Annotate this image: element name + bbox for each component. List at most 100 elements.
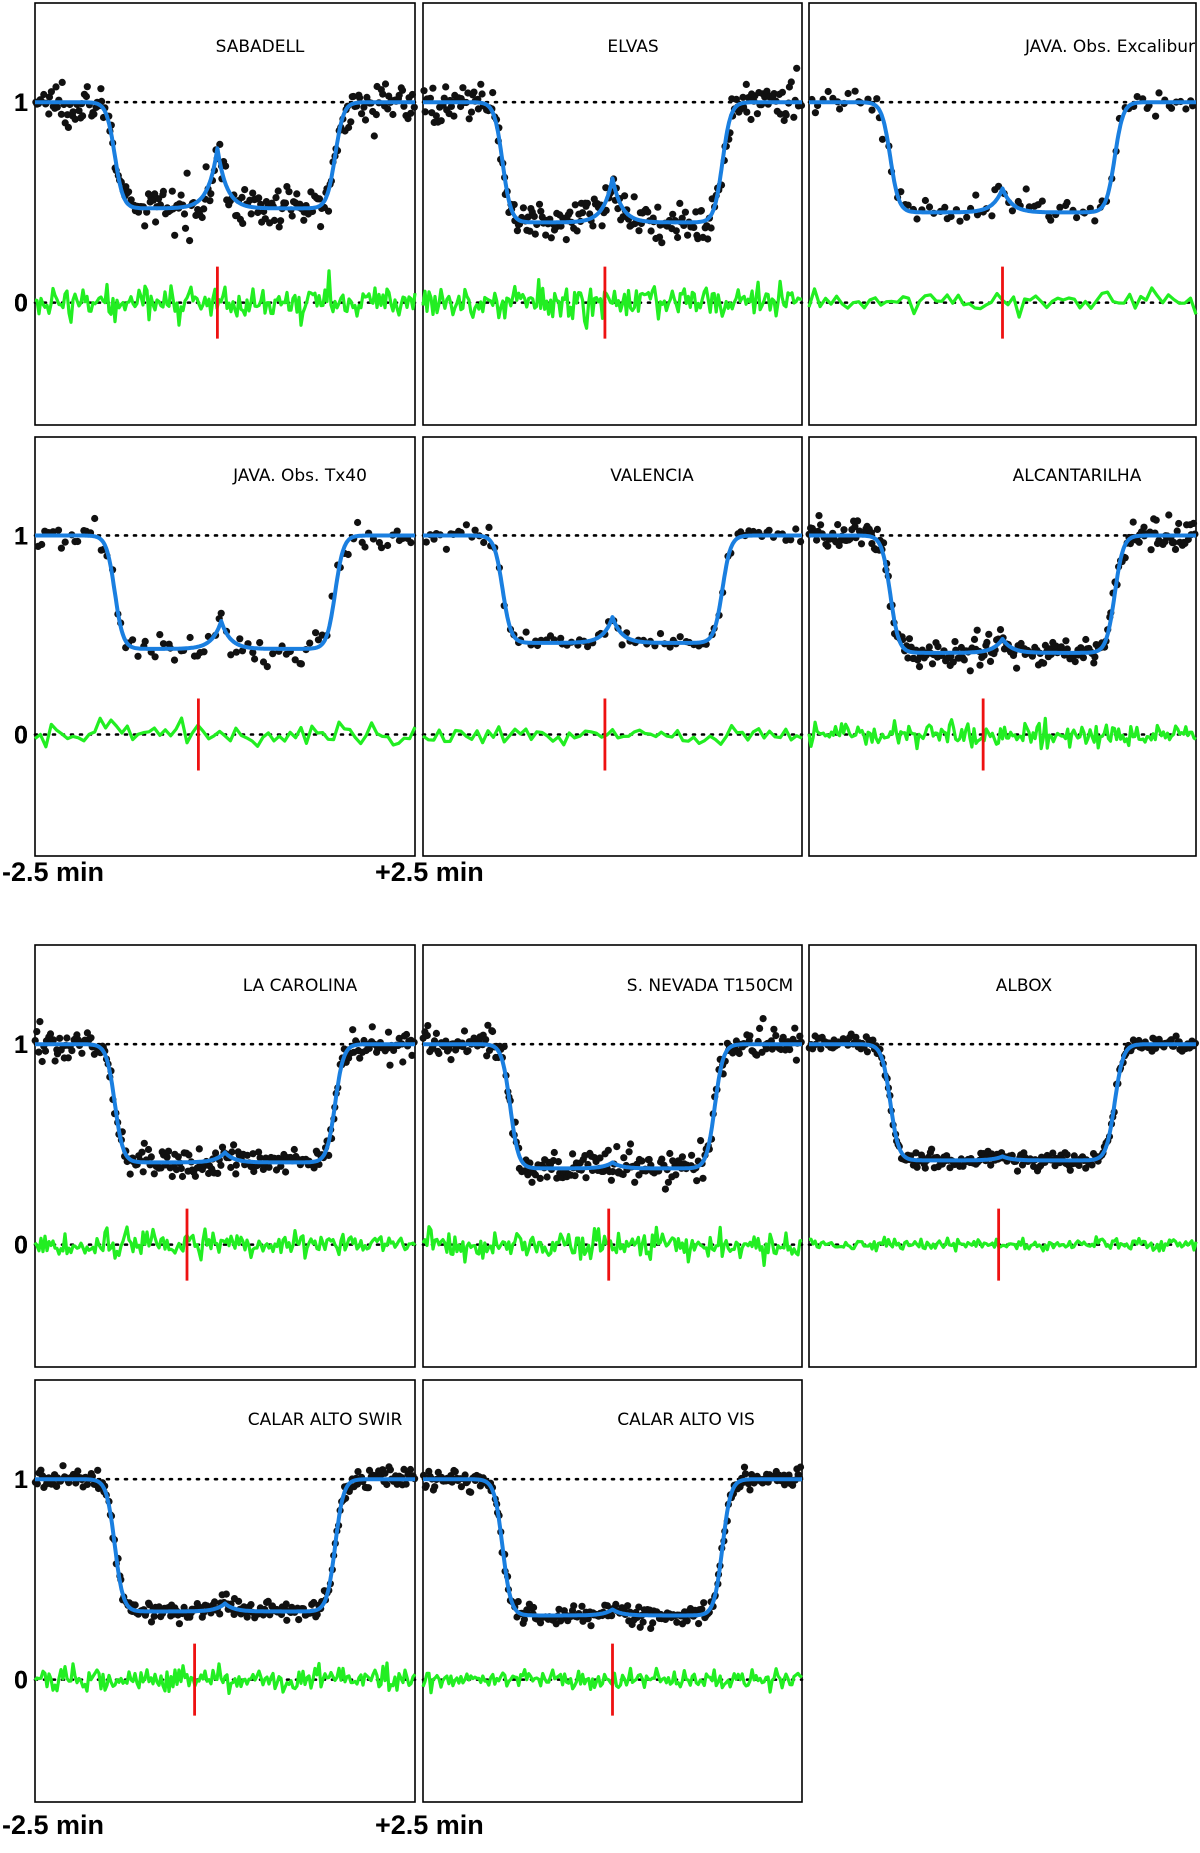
- data-point: [740, 1463, 749, 1471]
- data-point: [763, 87, 771, 95]
- data-point: [824, 542, 832, 550]
- residuals-line: [33, 1661, 417, 1695]
- data-point: [35, 1048, 43, 1056]
- data-point: [241, 186, 249, 194]
- light-curve-panel: 1 0 VALENCIA: [14, 436, 805, 857]
- data-point: [349, 1026, 357, 1034]
- data-point: [131, 1601, 139, 1609]
- data-point: [191, 1172, 199, 1180]
- data-point: [1040, 659, 1048, 667]
- data-point: [988, 212, 996, 220]
- data-point: [270, 216, 278, 224]
- data-point: [183, 169, 191, 177]
- data-point: [151, 190, 159, 198]
- data-point: [647, 227, 655, 235]
- data-point: [51, 1057, 59, 1065]
- data-point: [272, 194, 280, 202]
- data-point: [1133, 93, 1141, 101]
- data-point: [265, 1163, 273, 1171]
- data-point: [235, 1597, 243, 1605]
- data-point: [275, 223, 283, 231]
- data-point: [676, 633, 684, 641]
- data-point: [531, 230, 539, 238]
- data-point: [530, 212, 538, 220]
- data-point: [228, 1148, 236, 1156]
- data-point: [1155, 89, 1163, 97]
- data-point: [607, 1176, 616, 1184]
- data-point: [195, 1145, 203, 1153]
- data-point: [424, 1022, 432, 1030]
- data-point: [654, 203, 662, 211]
- data-point: [168, 187, 176, 195]
- data-point: [569, 1150, 577, 1158]
- data-point: [259, 1165, 267, 1173]
- data-point: [947, 212, 955, 221]
- data-point: [639, 1618, 647, 1626]
- data-point: [644, 208, 652, 216]
- data-point: [64, 1054, 72, 1062]
- data-point: [200, 648, 208, 656]
- data-point: [782, 111, 790, 119]
- data-point: [69, 108, 77, 116]
- light-curve-panel: 1 0 CALAR ALTO VIS: [14, 1379, 805, 1803]
- data-point: [295, 1616, 303, 1624]
- data-point: [678, 1153, 687, 1161]
- data-point: [227, 651, 235, 659]
- data-point: [347, 118, 355, 126]
- data-point: [683, 1617, 691, 1625]
- data-point: [47, 88, 56, 96]
- data-point: [863, 1048, 872, 1056]
- data-point: [384, 105, 392, 113]
- data-point: [141, 637, 149, 646]
- light-curve-panel: 1 0 JAVA. Obs. Excalibur: [14, 2, 1198, 426]
- data-point: [1171, 545, 1180, 554]
- data-point: [514, 1598, 522, 1606]
- y-tick-label: 1: [14, 89, 28, 117]
- data-point: [164, 1147, 173, 1155]
- data-point: [519, 204, 528, 212]
- data-point: [207, 190, 215, 198]
- data-point: [970, 635, 979, 644]
- data-point: [97, 85, 105, 93]
- data-point: [163, 1153, 171, 1161]
- data-point: [370, 132, 378, 140]
- data-point: [399, 1058, 407, 1066]
- data-point: [741, 1470, 750, 1478]
- data-point: [1129, 518, 1137, 526]
- data-point: [68, 1047, 76, 1055]
- data-point: [354, 518, 362, 527]
- data-point: [46, 1030, 55, 1038]
- data-point: [361, 116, 370, 124]
- data-point: [619, 1170, 627, 1179]
- data-point: [666, 643, 674, 651]
- data-point: [976, 661, 984, 669]
- data-point: [582, 1174, 590, 1182]
- data-point: [537, 207, 545, 215]
- data-point: [578, 1602, 586, 1610]
- data-point: [1047, 216, 1055, 224]
- data-point: [87, 1034, 95, 1042]
- data-point: [138, 1148, 146, 1156]
- residuals-line: [808, 1235, 1198, 1253]
- data-point: [787, 78, 795, 86]
- data-point: [53, 1482, 61, 1490]
- data-point: [74, 537, 82, 546]
- panel-frame: [422, 2, 803, 426]
- data-point: [873, 95, 881, 103]
- data-point: [638, 1157, 646, 1165]
- data-point: [744, 1480, 753, 1488]
- data-point: [1049, 1149, 1057, 1157]
- data-point: [297, 660, 305, 668]
- residuals-line: [421, 1225, 803, 1267]
- data-point: [676, 199, 684, 207]
- data-point: [609, 1168, 617, 1176]
- data-point: [912, 1149, 920, 1157]
- data-point: [868, 106, 876, 114]
- panel-title: CALAR ALTO VIS: [617, 1410, 755, 1430]
- light-curve-panel: 1 0 ALCANTARILHA: [14, 436, 1199, 857]
- data-point: [1172, 1032, 1180, 1040]
- data-point: [630, 193, 638, 201]
- light-curve-panel: 1 0 JAVA. Obs. Tx40: [14, 436, 417, 857]
- y-tick-label: 1: [14, 1031, 28, 1059]
